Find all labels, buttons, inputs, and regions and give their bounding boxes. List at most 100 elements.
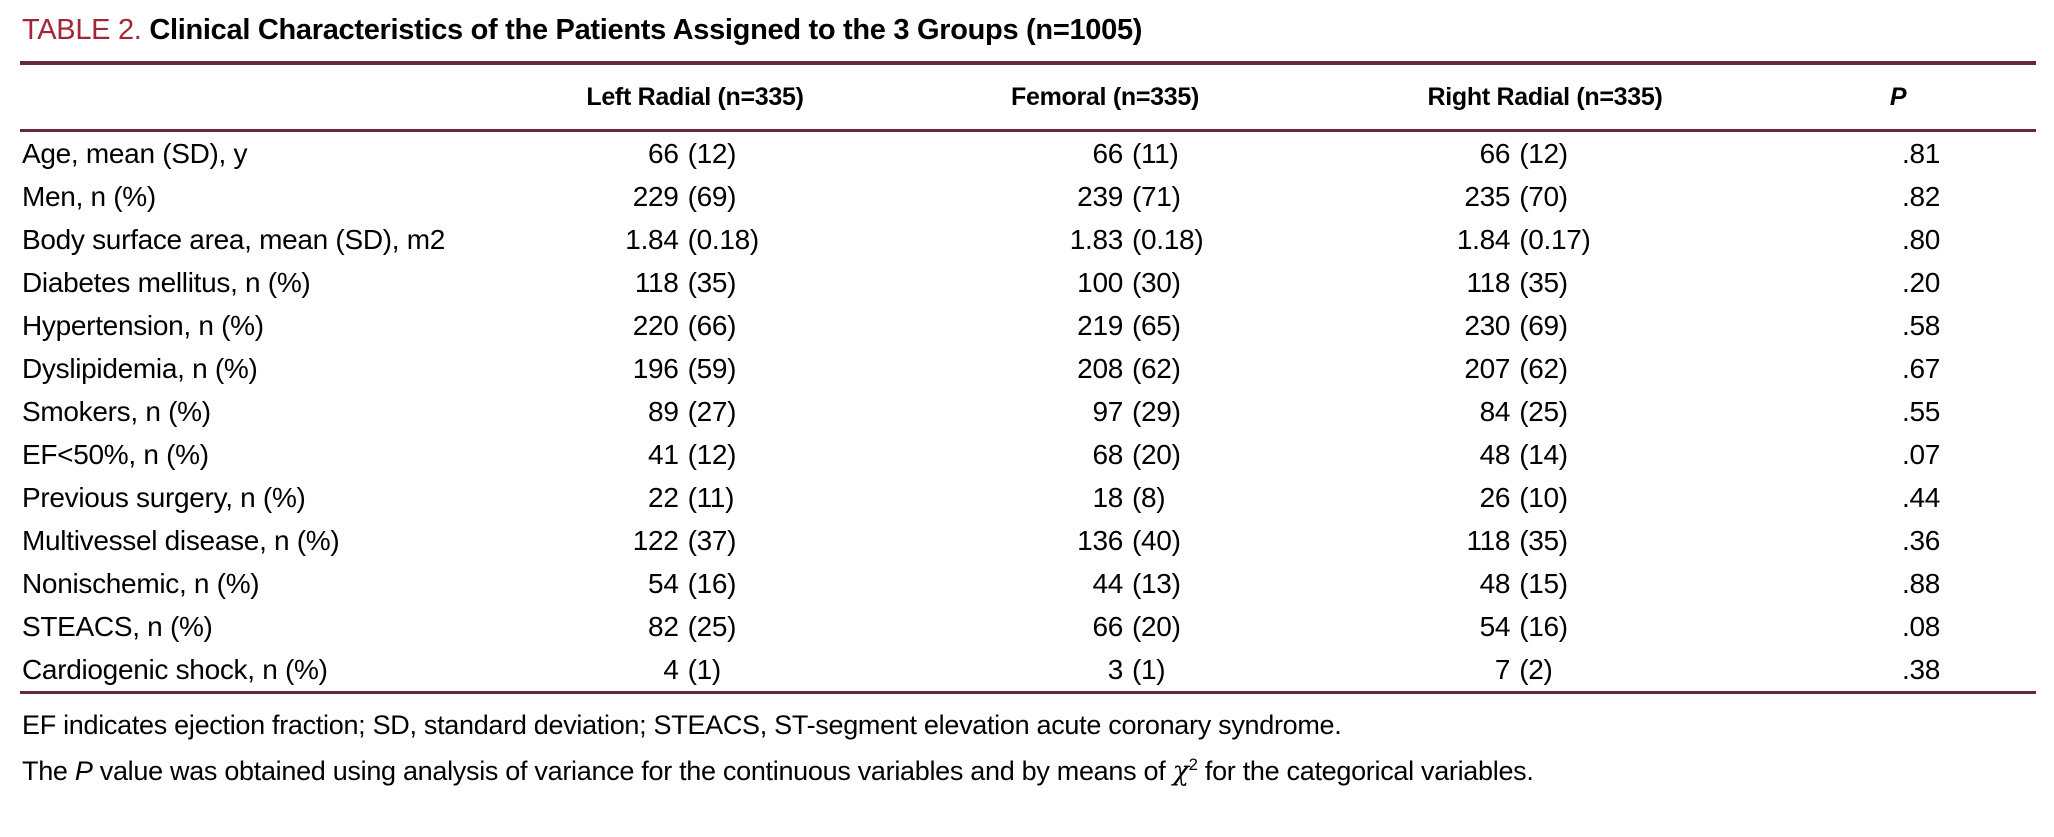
cell-paren: (12)	[687, 439, 737, 470]
cell-value: 44	[1092, 568, 1123, 599]
row-label: Smokers, n (%)	[22, 396, 211, 427]
cell-left-radial: 54 (16)	[510, 562, 880, 605]
cell-value: 1.83	[1069, 224, 1124, 255]
cell-femoral: 1.83 (0.18)	[880, 218, 1330, 261]
cell-left-radial: 196 (59)	[510, 347, 880, 390]
cell-paren: (0.17)	[1519, 224, 1591, 255]
cell-left-radial: 66 (12)	[510, 132, 880, 175]
cell-paren: (8)	[1132, 482, 1166, 513]
column-header-p-value: P	[1889, 82, 1907, 111]
cell-value: 18	[1092, 482, 1123, 513]
row-label: Dyslipidemia, n (%)	[22, 353, 258, 384]
cell-p-value: .38	[1901, 654, 1941, 685]
table-row: Cardiogenic shock, n (%) 4 (1) 3 (1) 7 (2) …	[20, 648, 2036, 691]
cell-value: 54	[648, 568, 679, 599]
table-row: Body surface area, mean (SD), m2 1.84 (0.…	[20, 218, 2036, 261]
cell-paren: (35)	[1519, 267, 1568, 298]
footnote2-pre: The	[22, 756, 75, 786]
cell-value: 100	[1077, 267, 1123, 298]
cell-paren: (1)	[687, 654, 722, 685]
cell-value: 196	[632, 353, 679, 384]
table-row: Previous surgery, n (%) 22 (11) 18 (8) 26 (…	[20, 476, 2036, 519]
cell-p-value: .58	[1901, 310, 1941, 341]
cell-paren: (62)	[1132, 353, 1181, 384]
cell-value: 230	[1464, 310, 1511, 341]
cell-p-value: .88	[1901, 568, 1941, 599]
cell-value: 118	[1466, 525, 1511, 556]
cell-value: 208	[1077, 353, 1123, 384]
column-header-left-radial: Left Radial (n=335)	[586, 82, 804, 111]
cell-right-radial: 48 (15)	[1330, 562, 1760, 605]
cell-paren: (20)	[1132, 611, 1181, 642]
cell-right-radial: 26 (10)	[1330, 476, 1760, 519]
chi-exponent: 2	[1188, 755, 1198, 774]
cell-value: 26	[1479, 482, 1511, 513]
cell-paren: (25)	[1519, 396, 1568, 427]
cell-value: 84	[1479, 396, 1511, 427]
row-label: Hypertension, n (%)	[22, 310, 264, 341]
cell-paren: (62)	[1519, 353, 1568, 384]
cell-value: 239	[1077, 181, 1123, 212]
cell-value: 7	[1494, 654, 1511, 685]
cell-value: 89	[648, 396, 679, 427]
cell-left-radial: 82 (25)	[510, 605, 880, 648]
cell-femoral: 68 (20)	[880, 433, 1330, 476]
cell-value: 82	[648, 611, 679, 642]
cell-left-radial: 118 (35)	[510, 261, 880, 304]
cell-paren: (12)	[1519, 138, 1568, 169]
cell-value: 1.84	[1456, 224, 1511, 255]
cell-right-radial: 207 (62)	[1330, 347, 1760, 390]
cell-p-value: .07	[1901, 439, 1941, 470]
column-header-right-radial: Right Radial (n=335)	[1427, 82, 1663, 111]
footnote-statistics: The P value was obtained using analysis …	[22, 748, 2036, 795]
cell-femoral: 208 (62)	[880, 347, 1330, 390]
footnote2-post: for the categorical variables.	[1197, 756, 1534, 786]
table-footnotes: EF indicates ejection fraction; SD, stan…	[20, 702, 2036, 795]
cell-p-value: .67	[1901, 353, 1941, 384]
cell-femoral: 219 (65)	[880, 304, 1330, 347]
cell-right-radial: 118 (35)	[1330, 261, 1760, 304]
cell-value: 207	[1464, 353, 1511, 384]
cell-right-radial: 84 (25)	[1330, 390, 1760, 433]
cell-paren: (65)	[1132, 310, 1181, 341]
cell-value: 118	[1466, 267, 1511, 298]
cell-right-radial: 48 (14)	[1330, 433, 1760, 476]
cell-value: 66	[1092, 611, 1123, 642]
cell-femoral: 3 (1)	[880, 648, 1330, 691]
row-label: Men, n (%)	[22, 181, 156, 212]
cell-paren: (0.18)	[1132, 224, 1204, 255]
cell-right-radial: 54 (16)	[1330, 605, 1760, 648]
cell-paren: (15)	[1519, 568, 1568, 599]
cell-paren: (12)	[687, 138, 737, 169]
table-row: Diabetes mellitus, n (%) 118 (35) 100 (30)…	[20, 261, 2036, 304]
cell-p-value: .81	[1901, 138, 1941, 169]
cell-femoral: 100 (30)	[880, 261, 1330, 304]
cell-p-value: .36	[1901, 525, 1941, 556]
cell-p-value: .55	[1901, 396, 1941, 427]
cell-right-radial: 235 (70)	[1330, 175, 1760, 218]
table-caption-text: Clinical Characteristics of the Patients…	[149, 14, 1143, 46]
cell-p-value: .80	[1901, 224, 1941, 255]
cell-femoral: 66 (11)	[880, 132, 1330, 175]
cell-paren: (16)	[687, 568, 737, 599]
table-row: Multivessel disease, n (%) 122 (37) 136 (4…	[20, 519, 2036, 562]
cell-left-radial: 1.84 (0.18)	[510, 218, 880, 261]
cell-value: 4	[663, 654, 679, 685]
table-row: STEACS, n (%) 82 (25) 66 (20) 54 (16) .08	[20, 605, 2036, 648]
cell-left-radial: 122 (37)	[510, 519, 880, 562]
table-row: Age, mean (SD), y 66 (12) 66 (11) 66 (12) .…	[20, 132, 2036, 175]
footnote-abbreviations: EF indicates ejection fraction; SD, stan…	[22, 710, 1342, 740]
row-label: Age, mean (SD), y	[22, 138, 248, 169]
cell-femoral: 136 (40)	[880, 519, 1330, 562]
cell-value: 22	[648, 482, 679, 513]
cell-left-radial: 89 (27)	[510, 390, 880, 433]
cell-femoral: 97 (29)	[880, 390, 1330, 433]
cell-value: 136	[1077, 525, 1123, 556]
cell-paren: (37)	[687, 525, 737, 556]
cell-paren: (69)	[687, 181, 737, 212]
table-row: Hypertension, n (%) 220 (66) 219 (65) 230 (…	[20, 304, 2036, 347]
cell-paren: (16)	[1519, 611, 1568, 642]
cell-paren: (1)	[1132, 654, 1166, 685]
table-row: Men, n (%) 229 (69) 239 (71) 235 (70) .82	[20, 175, 2036, 218]
